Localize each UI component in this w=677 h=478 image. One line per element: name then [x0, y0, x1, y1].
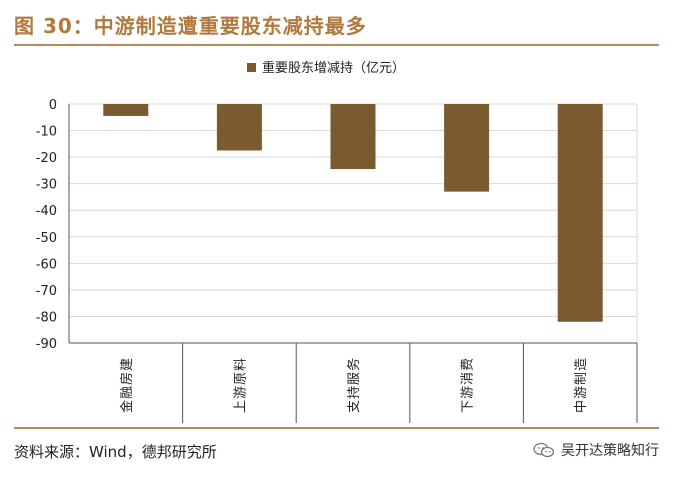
y-tick-label: -60 — [36, 257, 57, 272]
legend-label: 重要股东增减持（亿元） — [262, 60, 405, 76]
wechat-icon — [533, 442, 555, 458]
y-tick-label: -30 — [36, 178, 57, 193]
figure-title: 图 30：中游制造遭重要股东减持最多 — [14, 14, 367, 38]
legend-swatch — [247, 63, 256, 72]
y-tick-label: -70 — [36, 284, 57, 299]
bar — [216, 104, 262, 151]
y-tick-label: -40 — [36, 204, 57, 219]
y-tick-label: -20 — [36, 151, 57, 166]
y-tick-label: -80 — [36, 310, 57, 325]
category-label: 下游消费 — [461, 357, 476, 413]
source-note: 资料来源：Wind，德邦研究所 — [14, 443, 217, 461]
category-label: 上游原料 — [233, 357, 248, 413]
footer-rule — [14, 427, 659, 429]
bar — [103, 104, 149, 116]
bar — [444, 104, 490, 192]
category-label: 支持服务 — [346, 357, 362, 413]
title-rule — [14, 44, 659, 46]
brand-name: 吴开达策略知行 — [561, 443, 659, 459]
category-label: 中游制造 — [574, 357, 589, 413]
y-tick-label: -90 — [36, 337, 57, 352]
bar — [330, 104, 376, 170]
category-label: 金融房建 — [119, 357, 135, 413]
bar — [557, 104, 603, 322]
y-tick-label: 0 — [49, 98, 57, 113]
y-tick-label: -50 — [36, 231, 57, 246]
brand-mark: 吴开达策略知行 — [533, 440, 659, 460]
y-tick-label: -10 — [36, 125, 57, 140]
